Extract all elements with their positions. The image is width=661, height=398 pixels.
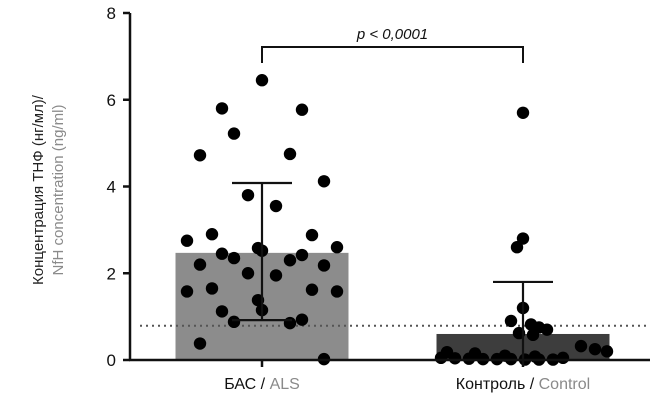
data-point bbox=[215, 247, 229, 260]
x-tick-label-sep: / bbox=[525, 376, 538, 393]
data-point bbox=[448, 352, 462, 365]
data-point bbox=[227, 127, 241, 140]
data-point bbox=[317, 175, 331, 188]
data-point bbox=[269, 199, 283, 213]
x-tick-label-en: ALS bbox=[270, 376, 300, 393]
y-axis: 0 2 4 6 8 bbox=[107, 4, 132, 370]
x-tick-label-sep: / bbox=[256, 376, 269, 393]
data-point bbox=[255, 74, 269, 87]
y-tick-label: 2 bbox=[107, 264, 116, 283]
data-point bbox=[205, 228, 219, 241]
y-tick-label: 6 bbox=[107, 91, 116, 110]
data-point bbox=[588, 342, 602, 356]
data-point bbox=[269, 269, 283, 282]
data-point bbox=[215, 305, 229, 318]
y-axis-title-ru: Концентрация ТНФ (нг/мл)/ bbox=[30, 94, 47, 285]
bracket-line bbox=[261, 46, 524, 63]
x-tick-label: БАС / ALS bbox=[224, 376, 300, 393]
data-point bbox=[516, 106, 530, 119]
data-point bbox=[330, 241, 344, 254]
data-point bbox=[193, 337, 207, 350]
data-point bbox=[510, 241, 524, 254]
data-point bbox=[193, 149, 207, 162]
data-point bbox=[241, 188, 255, 202]
data-point bbox=[283, 254, 297, 267]
data-point bbox=[526, 328, 540, 342]
data-point bbox=[574, 339, 588, 353]
y-axis-title-en: NfH concentration (ng/ml) bbox=[50, 105, 67, 276]
data-point bbox=[330, 285, 344, 298]
data-point bbox=[462, 352, 476, 365]
data-point bbox=[317, 259, 331, 272]
x-axis: БАС / ALS Контроль / Control bbox=[129, 358, 650, 393]
significance-bracket: p < 0,0001 bbox=[261, 26, 524, 63]
y-tick-label: 4 bbox=[107, 178, 116, 197]
data-point bbox=[283, 316, 297, 330]
y-tick-label: 0 bbox=[107, 351, 116, 370]
data-point bbox=[434, 351, 448, 365]
data-point bbox=[215, 102, 229, 115]
data-point bbox=[295, 103, 309, 116]
data-point bbox=[504, 314, 518, 328]
data-point bbox=[283, 147, 297, 161]
data-point bbox=[305, 228, 319, 242]
data-point bbox=[295, 313, 309, 326]
data-point bbox=[600, 345, 614, 358]
x-tick-label-ru: БАС bbox=[224, 376, 256, 393]
bars-layer bbox=[175, 252, 610, 360]
data-point bbox=[295, 248, 309, 262]
data-point bbox=[516, 232, 530, 245]
data-point bbox=[540, 323, 554, 336]
data-point bbox=[193, 258, 207, 271]
x-tick-label-en: Control bbox=[539, 376, 591, 393]
data-point bbox=[180, 285, 194, 298]
data-point bbox=[180, 234, 194, 247]
x-tick-label: Контроль / Control bbox=[456, 376, 590, 393]
x-tick-label-ru: Контроль bbox=[456, 376, 526, 393]
data-point bbox=[227, 251, 241, 265]
y-axis-title: Концентрация ТНФ (нг/мл)/ NfH concentrat… bbox=[30, 94, 67, 285]
data-point bbox=[227, 315, 241, 329]
data-point bbox=[205, 282, 219, 295]
p-value-annotation: p < 0,0001 bbox=[356, 26, 428, 43]
error-bars-layer bbox=[232, 181, 553, 360]
data-point bbox=[241, 267, 255, 280]
data-point bbox=[305, 283, 319, 296]
y-tick-label: 8 bbox=[107, 4, 116, 23]
